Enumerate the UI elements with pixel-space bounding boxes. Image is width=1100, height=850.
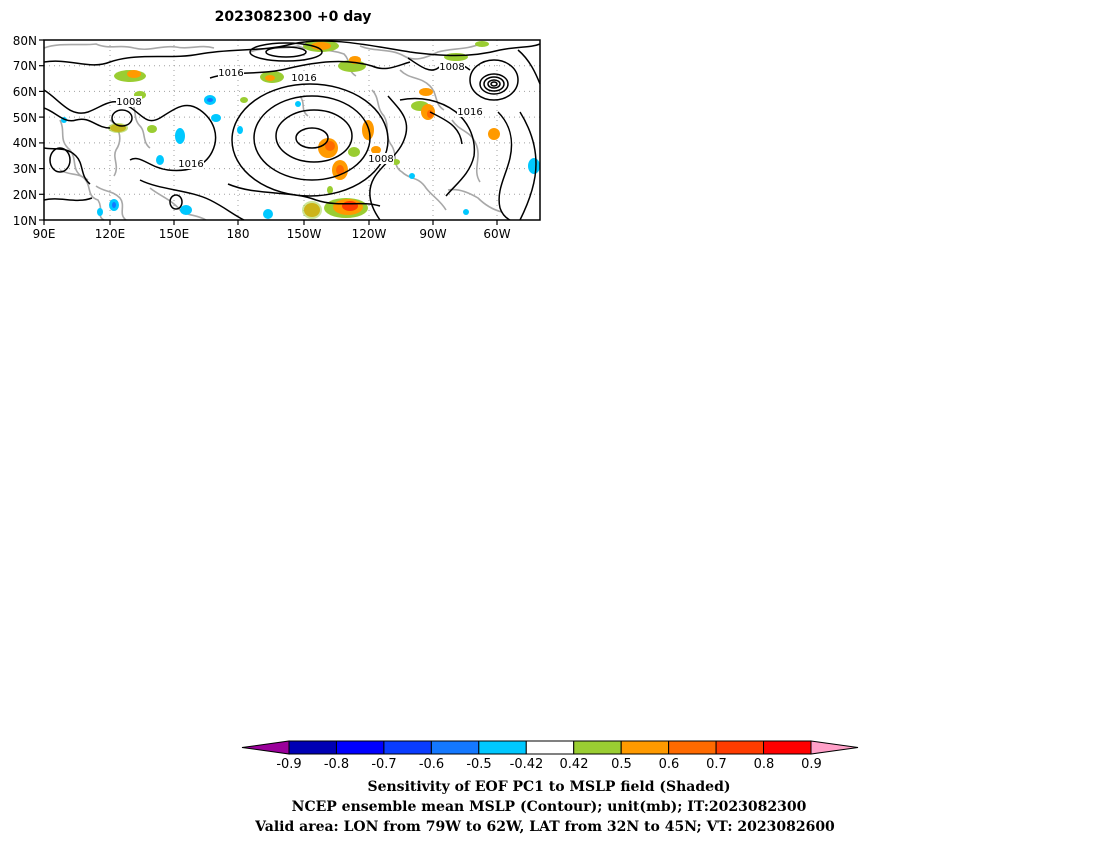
lon-label: 90W (419, 227, 446, 241)
map-title: 2023082300 +0 day (215, 9, 372, 25)
colorbar-tick-label: -0.9 (276, 757, 301, 772)
colorbar (241, 740, 859, 755)
colorbar-box (430, 740, 480, 755)
axis-ticks (39, 39, 498, 225)
lon-label: 90E (33, 227, 56, 241)
lat-label: 80N (13, 34, 37, 48)
colorbar-box (573, 740, 622, 755)
lon-label: 120W (352, 227, 387, 241)
colorbar-box (383, 740, 432, 755)
colorbar-box (763, 740, 812, 755)
caption-line-2: NCEP ensemble mean MSLP (Contour); unit(… (292, 799, 807, 815)
lon-label: 150E (159, 227, 190, 241)
caption-line-3: Valid area: LON from 79W to 62W, LAT fro… (254, 819, 835, 835)
colorbar-tick-label: -0.42 (510, 757, 544, 772)
colorbar-ticks: -0.9 -0.8 -0.7 -0.6 -0.5 -0.42 0.42 0.5 … (276, 757, 822, 772)
lat-label: 50N (13, 111, 37, 125)
lat-label: 40N (13, 136, 37, 150)
lon-labels: 90E 120E 150E 180 150W 120W 90W 60W (33, 227, 511, 241)
lat-labels: 80N 70N 60N 50N 40N 30N 20N 10N (13, 34, 37, 228)
colorbar-tick-label: 0.42 (560, 757, 589, 772)
caption-line-1: Sensitivity of EOF PC1 to MSLP field (Sh… (367, 779, 730, 795)
colorbar-box (620, 740, 670, 755)
colorbar-tick-label: -0.6 (419, 757, 444, 772)
colorbar-arrow-left (241, 740, 290, 755)
contour-label: 1016 (291, 73, 316, 84)
lat-label: 10N (13, 214, 37, 228)
lon-label: 180 (227, 227, 250, 241)
colorbar-box (335, 740, 385, 755)
colorbar-tick-label: -0.7 (371, 757, 396, 772)
lat-label: 30N (13, 162, 37, 176)
contour-label: 1016 (218, 68, 243, 79)
contour-label: 1008 (439, 62, 464, 73)
contour-label: 1016 (178, 159, 203, 170)
contour-label: 1008 (368, 154, 393, 165)
colorbar-box (668, 740, 717, 755)
contour-labels: 1016 1016 1008 1008 1016 1016 1008 (116, 61, 483, 170)
map-border (43, 39, 541, 221)
colorbar-tick-label: -0.8 (324, 757, 349, 772)
lat-label: 20N (13, 188, 37, 202)
lon-label: 60W (483, 227, 510, 241)
colorbar-tick-label: 0.8 (754, 757, 775, 772)
colorbar-box (525, 740, 575, 755)
colorbar-tick-label: -0.5 (466, 757, 491, 772)
colorbar-tick-label: 0.9 (801, 757, 822, 772)
caption: Sensitivity of EOF PC1 to MSLP field (Sh… (254, 779, 835, 835)
lon-label: 120E (95, 227, 126, 241)
colorbar-box (478, 740, 527, 755)
colorbar-tick-label: 0.6 (659, 757, 680, 772)
colorbar-box (715, 740, 765, 755)
lon-label: 150W (287, 227, 322, 241)
contour-label: 1008 (116, 97, 141, 108)
colorbar-tick-label: 0.5 (611, 757, 632, 772)
colorbar-arrow-right (810, 740, 859, 755)
colorbar-box (288, 740, 337, 755)
colorbar-tick-label: 0.7 (706, 757, 727, 772)
contour-label: 1016 (457, 107, 482, 118)
lat-label: 60N (13, 85, 37, 99)
map-panel: 1016 1016 1008 1008 1016 1016 1008 (13, 34, 541, 241)
lat-label: 70N (13, 59, 37, 73)
